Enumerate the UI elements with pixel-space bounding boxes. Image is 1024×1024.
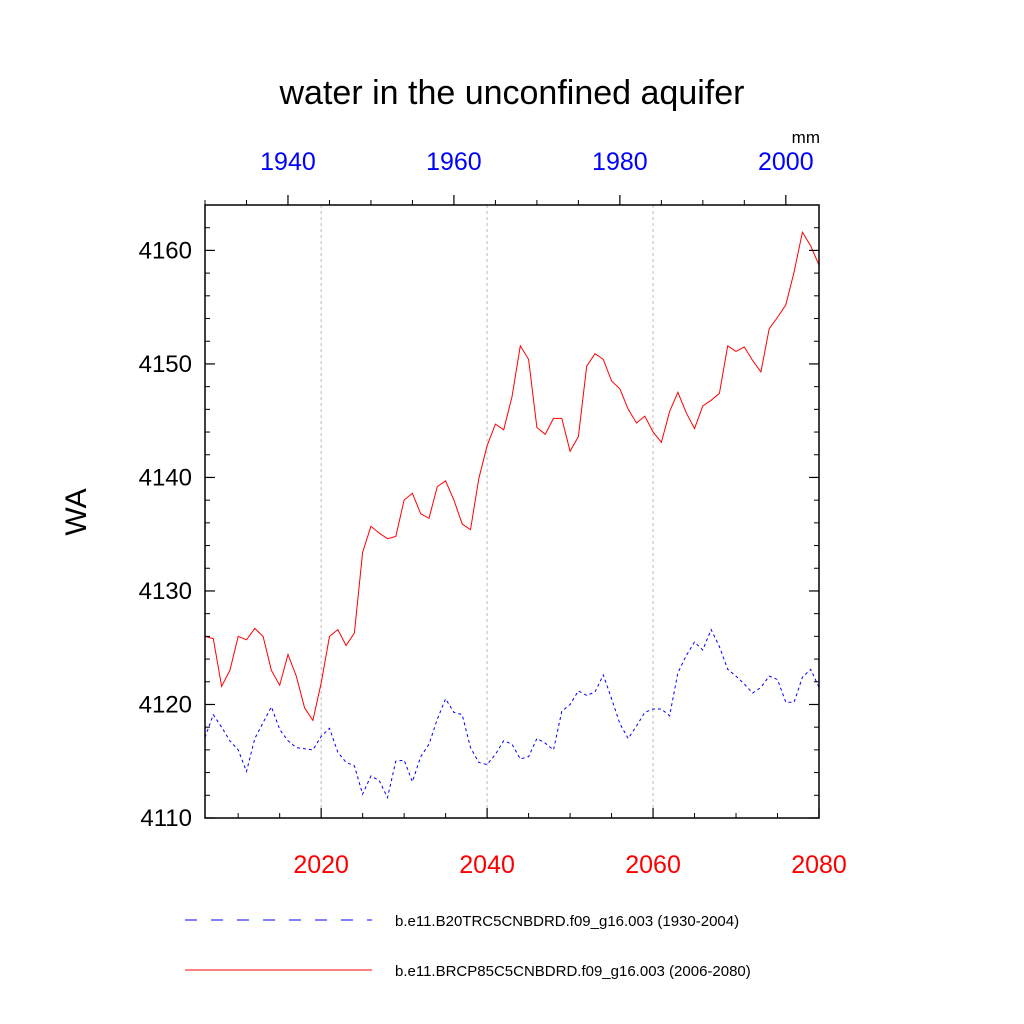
series-line-2 bbox=[204, 230, 820, 722]
y-axis-label: WA bbox=[60, 488, 93, 535]
x-bottom-tick-label: 2040 bbox=[459, 851, 515, 879]
axes: 4110 4120 4130 4140 4150 4160 2020 2040 2060 2080… bbox=[139, 148, 847, 879]
y-tick-label: 4120 bbox=[139, 691, 192, 718]
y-tick-label: 4110 bbox=[140, 805, 192, 832]
x-top-tick-label: 1940 bbox=[260, 148, 316, 176]
legend-label-2: b.e11.BRCP85C5CNBDRD.f09_g16.003 (2006-2… bbox=[395, 963, 751, 980]
series-line-1 bbox=[204, 628, 820, 800]
y-tick-label: 4140 bbox=[139, 464, 192, 491]
grid-lines bbox=[320, 205, 654, 818]
x-top-tick-label: 1960 bbox=[426, 148, 482, 176]
legend: b.e11.B20TRC5CNBDRD.f09_g16.003 (1930-20… bbox=[185, 913, 751, 980]
x-bottom-tick-label: 2080 bbox=[791, 851, 847, 879]
x-bottom-tick-label: 2060 bbox=[625, 851, 681, 879]
legend-label-1: b.e11.B20TRC5CNBDRD.f09_g16.003 (1930-20… bbox=[395, 913, 739, 930]
x-top-tick-label: 2000 bbox=[758, 148, 814, 176]
y-tick-label: 4160 bbox=[139, 237, 192, 264]
chart-title: water in the unconfined aquifer bbox=[279, 74, 745, 112]
x-bottom-tick-label: 2020 bbox=[293, 851, 349, 879]
y-tick-label: 4130 bbox=[139, 578, 192, 605]
x-top-tick-label: 1980 bbox=[592, 148, 648, 176]
units-label: mm bbox=[792, 128, 820, 147]
y-tick-label: 4150 bbox=[139, 351, 192, 378]
series-lines bbox=[204, 230, 820, 800]
plot-frame bbox=[204, 204, 820, 819]
